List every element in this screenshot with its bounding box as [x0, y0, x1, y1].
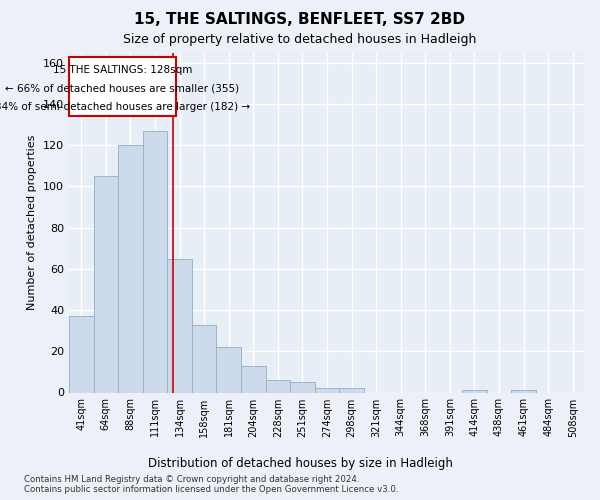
Bar: [143, 131, 167, 392]
Text: Contains HM Land Registry data © Crown copyright and database right 2024.: Contains HM Land Registry data © Crown c…: [24, 475, 359, 484]
FancyBboxPatch shape: [69, 56, 176, 116]
Text: 34% of semi-detached houses are larger (182) →: 34% of semi-detached houses are larger (…: [0, 102, 250, 112]
Bar: [511, 390, 536, 392]
Bar: [69, 316, 94, 392]
Bar: [266, 380, 290, 392]
Bar: [192, 324, 217, 392]
Bar: [315, 388, 339, 392]
Text: Contains public sector information licensed under the Open Government Licence v3: Contains public sector information licen…: [24, 485, 398, 494]
Text: Size of property relative to detached houses in Hadleigh: Size of property relative to detached ho…: [124, 33, 476, 46]
Bar: [290, 382, 315, 392]
Text: 15, THE SALTINGS, BENFLEET, SS7 2BD: 15, THE SALTINGS, BENFLEET, SS7 2BD: [134, 12, 466, 28]
Bar: [167, 258, 192, 392]
Y-axis label: Number of detached properties: Number of detached properties: [28, 135, 37, 310]
Bar: [217, 347, 241, 393]
Bar: [94, 176, 118, 392]
Bar: [241, 366, 266, 392]
Text: Distribution of detached houses by size in Hadleigh: Distribution of detached houses by size …: [148, 458, 452, 470]
Text: 15 THE SALTINGS: 128sqm: 15 THE SALTINGS: 128sqm: [53, 65, 192, 75]
Text: ← 66% of detached houses are smaller (355): ← 66% of detached houses are smaller (35…: [5, 84, 239, 94]
Bar: [118, 145, 143, 392]
Bar: [462, 390, 487, 392]
Bar: [339, 388, 364, 392]
